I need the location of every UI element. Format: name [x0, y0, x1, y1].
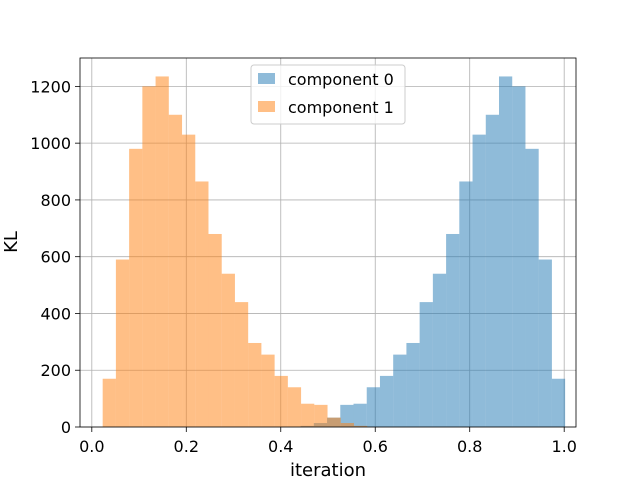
- histogram-bar-component-1: [274, 375, 288, 427]
- histogram-bar-component-0: [551, 378, 566, 427]
- histogram-bar-component-1: [327, 417, 341, 427]
- histogram-bar-component-1: [248, 342, 262, 427]
- histogram-bars: [102, 76, 566, 428]
- x-tick-label: 0.0: [79, 437, 104, 456]
- histogram-bar-component-1: [102, 378, 116, 427]
- histogram-bar-component-0: [459, 181, 473, 427]
- histogram-bar-component-0: [366, 387, 380, 427]
- plot-frame: [79, 57, 577, 428]
- y-tick-label: 800: [40, 191, 71, 210]
- histogram-bar-component-1: [129, 148, 143, 428]
- histogram-bar-component-0: [472, 134, 486, 427]
- histogram-bar-component-1: [340, 423, 354, 427]
- legend-label-component-1: component 1: [288, 98, 394, 117]
- histogram-bar-component-0: [512, 86, 526, 427]
- histogram-bar-component-1: [287, 387, 302, 427]
- y-tick-label: 400: [40, 304, 71, 323]
- legend-swatch-component-0: [258, 73, 275, 84]
- histogram-bar-component-0: [379, 375, 394, 427]
- histogram-bar-component-0: [446, 233, 460, 427]
- legend: component 0 component 1: [250, 64, 406, 125]
- histogram-bar-component-0: [340, 404, 354, 427]
- x-tick-label: 0.8: [457, 437, 482, 456]
- y-tick-label: 1200: [30, 77, 71, 96]
- histogram-bar-component-1: [155, 76, 169, 427]
- histogram-bar-component-0: [353, 403, 367, 427]
- histogram-bar-component-0: [485, 114, 500, 428]
- histogram-bar-component-0: [393, 354, 407, 427]
- legend-label-component-0: component 0: [288, 70, 394, 89]
- histogram-bar-component-0: [432, 273, 447, 427]
- x-axis-ticks: 0.0 0.2 0.4 0.6 0.8 1.0: [79, 427, 577, 456]
- x-tick-label: 1.0: [551, 437, 576, 456]
- histogram-bar-component-1: [221, 273, 235, 427]
- histogram-bar-component-1: [234, 302, 249, 427]
- x-tick-label: 0.6: [363, 437, 388, 456]
- histogram-bar-component-1: [142, 86, 156, 427]
- y-tick-label: 200: [40, 361, 71, 380]
- y-axis-ticks: 0 200 400 600 800 1000 1200: [30, 77, 80, 437]
- histogram-bar-component-1: [314, 404, 328, 427]
- histogram-bar-component-1: [182, 134, 196, 427]
- histogram-bar-component-1: [301, 403, 315, 427]
- histogram-bar-component-1: [115, 259, 130, 427]
- histogram-bar-component-0: [406, 342, 420, 427]
- histogram-bar-component-0: [525, 148, 539, 428]
- histogram-bar-component-1: [353, 425, 368, 427]
- y-tick-label: 1000: [30, 134, 71, 153]
- x-axis-label: iteration: [290, 460, 366, 480]
- histogram-bar-component-0: [419, 302, 433, 427]
- histogram-bar-component-1: [168, 114, 183, 428]
- legend-box: [250, 64, 406, 125]
- y-tick-label: 600: [40, 248, 71, 267]
- histogram-bar-component-0: [538, 259, 552, 427]
- y-tick-label: 0: [61, 418, 71, 437]
- histogram-bar-component-1: [261, 354, 275, 427]
- x-tick-label: 0.4: [268, 437, 293, 456]
- histogram-bar-component-1: [208, 233, 222, 427]
- y-axis-label: KL: [1, 231, 22, 253]
- x-tick-label: 0.2: [174, 437, 199, 456]
- legend-swatch-component-1: [258, 101, 275, 112]
- histogram-bar-component-0: [499, 76, 513, 427]
- histogram-bar-component-1: [195, 181, 209, 427]
